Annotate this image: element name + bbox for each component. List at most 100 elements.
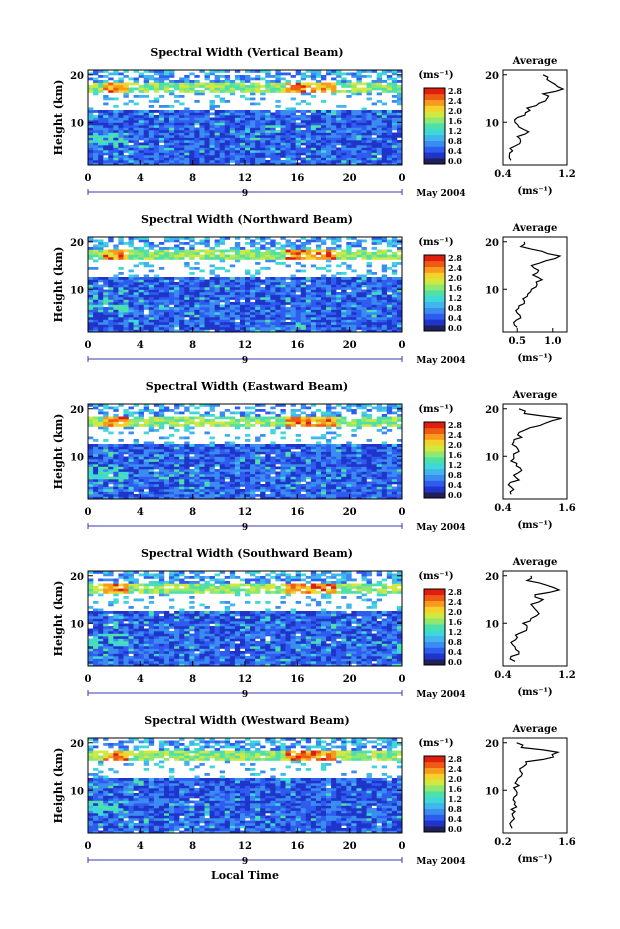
heatmap-cell	[341, 254, 347, 258]
heatmap-cell	[366, 160, 372, 163]
heatmap-cell	[326, 304, 332, 308]
heatmap-cell	[133, 237, 139, 240]
heatmap-cell	[88, 449, 94, 452]
heatmap-cell	[376, 135, 383, 138]
heatmap-cell	[320, 100, 327, 103]
heatmap-cell	[320, 142, 327, 146]
heatmap-cell	[98, 155, 104, 158]
heatmap-cell	[366, 456, 372, 460]
heatmap-cell	[331, 120, 337, 123]
heatmap-cell	[300, 471, 307, 475]
heatmap-cell	[361, 327, 367, 330]
heatmap-cell	[366, 157, 372, 161]
heatmap-cell	[214, 90, 220, 93]
heatmap-cell	[138, 110, 145, 113]
heatmap-cell	[138, 115, 145, 118]
heatmap-cell	[391, 147, 398, 151]
heatmap-cell	[179, 137, 185, 141]
heatmap-cell	[184, 252, 190, 255]
heatmap-cell	[386, 162, 393, 166]
heatmap-cell	[219, 464, 226, 467]
heatmap-cell	[341, 132, 347, 136]
heatmap-cell	[381, 102, 388, 106]
heatmap-cell	[184, 117, 190, 121]
heatmap-cell	[331, 282, 337, 285]
heatmap-cell	[199, 486, 205, 490]
heatmap-cell	[199, 115, 205, 118]
heatmap-cell	[386, 466, 393, 470]
heatmap-cell	[270, 150, 276, 153]
heatmap-cell	[138, 461, 145, 465]
heatmap-cell	[396, 147, 403, 151]
heatmap-cell	[275, 312, 281, 315]
heatmap-cell	[295, 476, 302, 480]
heatmap-cell	[179, 90, 185, 93]
heatmap-cell	[98, 142, 104, 146]
heatmap-cell	[391, 95, 398, 98]
heatmap-cell	[179, 304, 185, 308]
heatmap-cell	[158, 294, 165, 298]
heatmap-cell	[351, 489, 357, 492]
heatmap-cell	[179, 237, 185, 240]
heatmap-cell	[310, 239, 317, 243]
heatmap-cell	[234, 117, 241, 121]
heatmap-cell	[143, 155, 150, 158]
heatmap-cell	[143, 112, 150, 116]
heatmap-cell	[346, 150, 352, 153]
heatmap-cell	[103, 474, 109, 477]
heatmap-cell	[153, 476, 160, 480]
heatmap-cell	[270, 279, 276, 283]
heatmap-cell	[265, 259, 271, 263]
heatmap-cell	[204, 257, 210, 260]
heatmap-cell	[118, 117, 124, 121]
heatmap-cell	[224, 77, 231, 81]
heatmap-cell	[376, 122, 383, 126]
heatmap-cell	[290, 132, 296, 136]
heatmap-cell	[108, 135, 114, 138]
colorbar-swatch	[424, 255, 445, 262]
heatmap-cell	[199, 456, 205, 460]
heatmap-cell	[305, 299, 312, 303]
heatmap-cell	[93, 130, 99, 133]
heatmap-cell	[391, 277, 398, 280]
heatmap-cell	[305, 496, 312, 500]
heatmap-cell	[326, 327, 332, 330]
heatmap-cell	[285, 87, 291, 91]
heatmap-cell	[229, 132, 236, 136]
heatmap-cell	[356, 456, 362, 460]
heatmap-cell	[346, 481, 352, 485]
heatmap-cell	[153, 491, 160, 495]
heatmap-cell	[169, 162, 175, 166]
heatmap-cell	[143, 302, 150, 305]
heatmap-cell	[163, 125, 170, 128]
heatmap-cell	[310, 329, 317, 333]
heatmap-cell	[386, 297, 393, 300]
heatmap-cell	[305, 140, 312, 143]
heatmap-cell	[245, 319, 251, 323]
heatmap-cell	[280, 112, 286, 116]
heatmap-cell	[285, 140, 291, 143]
heatmap-cell	[391, 299, 398, 303]
heatmap-cell	[209, 299, 215, 303]
heatmap-cell	[204, 481, 210, 485]
heatmap-cell	[260, 267, 266, 270]
heatmap-cell	[361, 304, 367, 308]
heatmap-cell	[103, 152, 109, 156]
heatmap-cell	[93, 289, 99, 293]
heatmap-cell	[270, 249, 276, 253]
heatmap-cell	[98, 85, 104, 88]
heatmap-cell	[255, 302, 261, 305]
heatmap-cell	[381, 264, 388, 268]
heatmap-cell	[234, 451, 241, 455]
heatmap-cell	[245, 117, 251, 121]
heatmap-cell	[295, 157, 302, 161]
heatmap-cell	[108, 162, 114, 166]
heatmap-cell	[346, 314, 352, 318]
heatmap-cell	[93, 162, 99, 166]
heatmap-cell	[295, 307, 302, 310]
heatmap-cell	[265, 155, 271, 158]
heatmap-cell	[260, 479, 266, 482]
heatmap-cell	[239, 469, 246, 472]
heatmap-cell	[280, 125, 286, 128]
